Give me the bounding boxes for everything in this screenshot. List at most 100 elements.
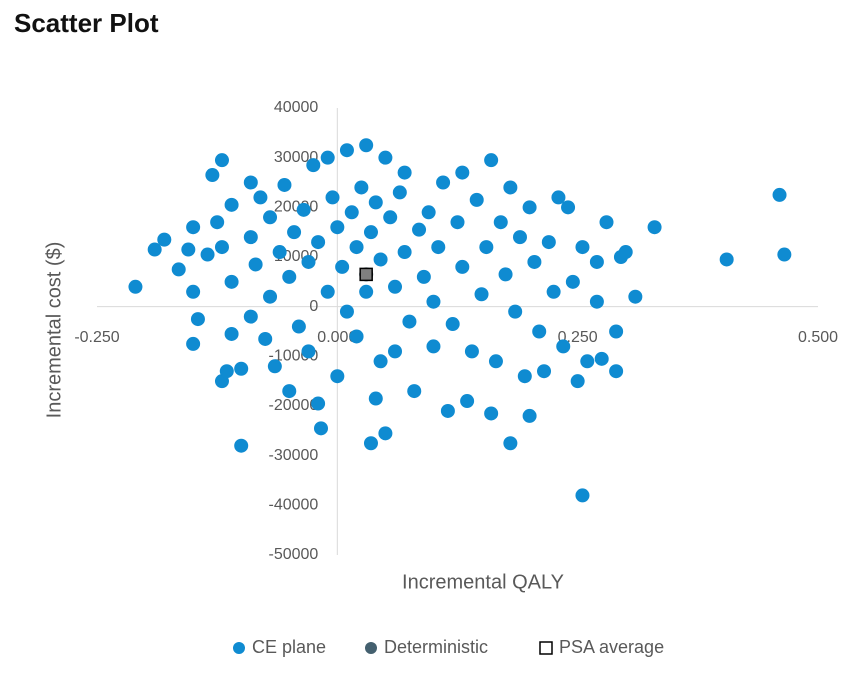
y-tick-label: 20000 xyxy=(274,199,319,216)
data-point xyxy=(325,190,340,205)
data-point xyxy=(388,279,403,294)
data-point xyxy=(392,185,407,200)
data-point xyxy=(532,324,547,339)
data-point xyxy=(190,312,205,327)
data-point xyxy=(224,326,239,341)
chart-title: Scatter Plot xyxy=(14,8,159,38)
data-point xyxy=(464,344,479,359)
data-point xyxy=(609,324,624,339)
data-point xyxy=(243,309,258,324)
data-point xyxy=(431,240,446,255)
y-tick-label: -50000 xyxy=(269,546,319,563)
data-point xyxy=(647,220,662,235)
data-point xyxy=(243,230,258,245)
data-point xyxy=(224,197,239,212)
data-point xyxy=(772,187,787,202)
data-point xyxy=(282,384,297,399)
data-point xyxy=(248,257,263,272)
data-point xyxy=(397,245,412,260)
data-point xyxy=(512,230,527,245)
data-point xyxy=(479,240,494,255)
data-point xyxy=(407,384,422,399)
data-point xyxy=(344,205,359,220)
data-point xyxy=(594,351,609,366)
x-tick-label: 0.500 xyxy=(798,329,838,346)
data-point xyxy=(359,267,373,282)
data-point xyxy=(214,153,229,168)
data-point xyxy=(263,210,278,225)
data-point xyxy=(320,284,335,299)
data-point xyxy=(589,254,604,269)
data-point xyxy=(498,267,513,282)
data-point xyxy=(354,180,369,195)
data-point xyxy=(224,274,239,289)
data-point xyxy=(306,158,321,173)
data-point xyxy=(263,289,278,304)
data-point xyxy=(339,304,354,319)
data-point xyxy=(330,369,345,384)
legend-label: CE plane xyxy=(252,637,326,657)
data-point xyxy=(455,259,470,274)
data-point xyxy=(426,294,441,309)
data-point xyxy=(469,192,484,207)
legend-label: Deterministic xyxy=(384,637,488,657)
data-point xyxy=(368,195,383,210)
data-point xyxy=(609,364,624,379)
data-point xyxy=(484,153,499,168)
data-point xyxy=(570,374,585,389)
y-tick-label: -30000 xyxy=(269,447,319,464)
data-point xyxy=(253,190,268,205)
data-point xyxy=(234,361,249,376)
data-point xyxy=(301,344,316,359)
data-point xyxy=(777,247,792,262)
data-point xyxy=(296,202,311,217)
data-point xyxy=(186,220,201,235)
data-point xyxy=(378,426,393,441)
data-point xyxy=(363,436,378,451)
x-tick-label: 0.000 xyxy=(317,329,357,346)
data-point xyxy=(440,403,455,418)
y-tick-label: 40000 xyxy=(274,99,319,116)
data-point xyxy=(575,240,590,255)
data-point xyxy=(359,138,374,153)
data-point xyxy=(508,304,523,319)
data-point xyxy=(363,225,378,240)
data-point xyxy=(522,408,537,423)
data-point xyxy=(373,252,388,267)
data-point xyxy=(210,215,225,230)
data-point xyxy=(320,150,335,165)
data-point xyxy=(488,354,503,369)
data-point xyxy=(503,436,518,451)
data-point xyxy=(460,394,475,409)
data-point xyxy=(186,336,201,351)
data-point xyxy=(719,252,734,267)
data-point xyxy=(484,406,499,421)
data-point xyxy=(181,242,196,257)
data-point xyxy=(234,438,249,453)
data-point xyxy=(186,284,201,299)
data-point xyxy=(426,339,441,354)
data-point xyxy=(537,364,552,379)
data-point xyxy=(359,284,374,299)
data-point xyxy=(551,190,566,205)
data-point xyxy=(556,339,571,354)
y-tick-label: -20000 xyxy=(269,397,319,414)
data-point xyxy=(517,369,532,384)
data-point xyxy=(628,289,643,304)
data-point xyxy=(349,329,364,344)
x-tick-label: -0.250 xyxy=(74,329,119,346)
y-axis-title: Incremental cost ($) xyxy=(43,242,65,419)
data-point xyxy=(421,205,436,220)
legend-marker xyxy=(539,641,553,655)
data-point xyxy=(287,225,302,240)
data-point xyxy=(214,240,229,255)
data-point xyxy=(335,259,350,274)
legend-label: PSA average xyxy=(559,637,664,657)
data-point xyxy=(339,143,354,158)
data-point xyxy=(412,222,427,237)
data-point xyxy=(373,354,388,369)
data-point xyxy=(368,391,383,406)
data-point xyxy=(301,254,316,269)
data-point xyxy=(599,215,614,230)
